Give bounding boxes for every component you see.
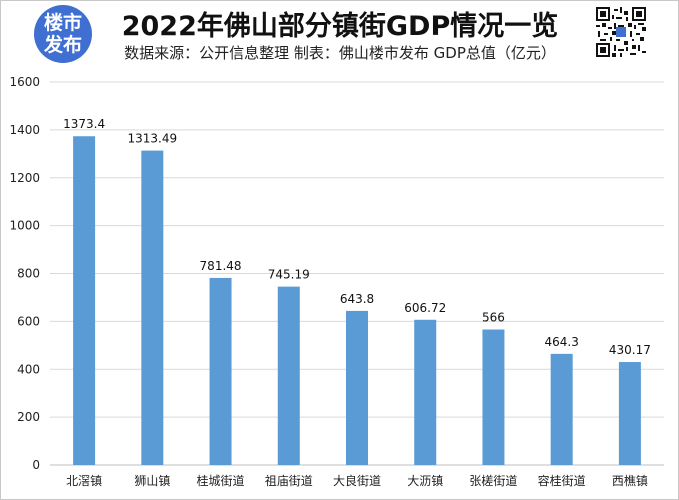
y-tick-label: 1400 <box>9 123 40 137</box>
y-tick-label: 400 <box>17 362 40 376</box>
x-tick-label: 北滘镇 <box>66 474 102 488</box>
x-tick-label: 大沥镇 <box>407 474 443 488</box>
x-tick-label: 桂城街道 <box>197 473 245 488</box>
page-subtitle: 数据来源：公开信息整理 制表：佛山楼市发布 GDP总值（亿元） <box>124 44 556 62</box>
data-label: 606.72 <box>404 301 446 315</box>
bar <box>414 319 437 465</box>
data-label: 781.48 <box>200 259 242 273</box>
brand-logo: 楼市 发布 <box>34 5 92 63</box>
y-tick-label: 0 <box>32 458 40 472</box>
x-tick-label: 祖庙街道 <box>265 473 313 488</box>
logo-text-line1: 楼市 <box>43 12 82 34</box>
bar <box>550 353 573 465</box>
qr-code-icon <box>596 7 646 57</box>
data-label: 430.17 <box>609 343 651 357</box>
page-title: 2022年佛山部分镇街GDP情况一览 <box>121 11 559 42</box>
data-label: 464.3 <box>544 335 578 349</box>
data-label: 1313.49 <box>128 132 178 146</box>
data-label: 745.19 <box>268 268 310 282</box>
x-tick-label: 狮山镇 <box>134 474 170 488</box>
bar <box>277 286 300 465</box>
logo-text-line2: 发布 <box>43 34 82 56</box>
x-tick-label: 大良街道 <box>333 473 381 488</box>
bar <box>346 310 368 465</box>
y-tick-label: 600 <box>17 314 40 328</box>
bar <box>618 362 641 465</box>
y-tick-label: 1000 <box>9 219 40 233</box>
x-tick-label: 容桂街道 <box>538 473 586 488</box>
data-label: 566 <box>482 311 505 325</box>
y-tick-label: 1600 <box>9 75 40 89</box>
x-tick-label: 西樵镇 <box>612 473 648 488</box>
x-tick-label: 张槎街道 <box>469 473 517 488</box>
bar <box>141 150 164 466</box>
y-tick-label: 200 <box>17 410 40 424</box>
bar <box>482 329 505 465</box>
data-label: 643.8 <box>340 292 374 306</box>
bar <box>73 136 96 465</box>
bar <box>209 277 232 465</box>
qr-center-mark <box>616 27 626 37</box>
y-tick-label: 1200 <box>9 171 40 185</box>
data-label: 1373.4 <box>63 117 105 131</box>
y-tick-label: 800 <box>17 267 40 281</box>
